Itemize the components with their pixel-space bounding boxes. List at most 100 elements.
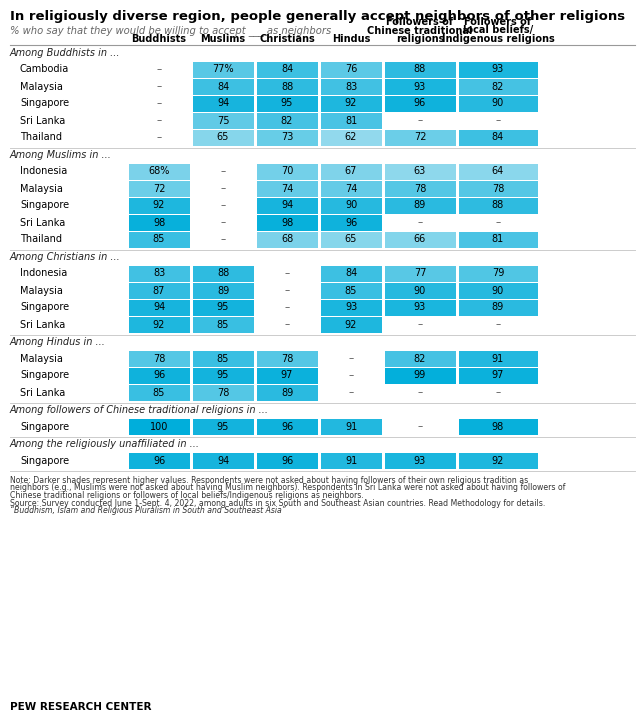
Text: neighbors (e.g., Muslims were not asked about having Muslim neighbors). Responde: neighbors (e.g., Muslims were not asked … — [10, 484, 565, 492]
Bar — [458, 129, 538, 146]
Text: Sri Lanka: Sri Lanka — [20, 116, 65, 126]
Text: –: – — [284, 320, 290, 329]
Text: 98: 98 — [492, 422, 504, 432]
Text: Singapore: Singapore — [20, 98, 69, 108]
Text: Cambodia: Cambodia — [20, 64, 69, 74]
Text: Source: Survey conducted June 1-Sept. 4, 2022, among adults in six South and Sou: Source: Survey conducted June 1-Sept. 4,… — [10, 498, 545, 508]
Bar — [257, 232, 317, 248]
Text: –: – — [156, 98, 162, 108]
Text: 74: 74 — [345, 183, 357, 193]
Text: 98: 98 — [153, 217, 165, 227]
Text: 75: 75 — [217, 116, 229, 126]
Text: –: – — [220, 217, 226, 227]
Text: –: – — [220, 183, 226, 193]
Text: 87: 87 — [153, 285, 165, 295]
Text: 92: 92 — [345, 320, 357, 329]
Bar — [257, 61, 317, 77]
Bar — [321, 300, 381, 316]
Text: –: – — [220, 167, 226, 176]
Text: –: – — [220, 201, 226, 211]
Bar — [458, 350, 538, 367]
Text: 85: 85 — [217, 354, 229, 363]
Bar — [129, 266, 189, 282]
Bar — [321, 61, 381, 77]
Bar — [458, 419, 538, 435]
Bar — [193, 367, 253, 383]
Bar — [321, 419, 381, 435]
Text: 91: 91 — [345, 422, 357, 432]
Bar — [385, 350, 456, 367]
Text: 89: 89 — [414, 201, 426, 211]
Bar — [321, 129, 381, 146]
Bar — [257, 385, 317, 401]
Bar — [385, 129, 456, 146]
Bar — [129, 385, 189, 401]
Text: –: – — [417, 422, 422, 432]
Text: 96: 96 — [153, 456, 165, 466]
Text: 92: 92 — [153, 201, 165, 211]
Text: 94: 94 — [281, 201, 293, 211]
Text: 96: 96 — [153, 370, 165, 380]
Text: 100: 100 — [150, 422, 168, 432]
Text: 95: 95 — [217, 303, 229, 313]
Bar — [321, 79, 381, 95]
Text: 90: 90 — [345, 201, 357, 211]
Text: 92: 92 — [153, 320, 165, 329]
Bar — [193, 61, 253, 77]
Text: 90: 90 — [414, 285, 426, 295]
Text: –: – — [156, 82, 162, 92]
Text: 83: 83 — [153, 269, 165, 279]
Bar — [458, 282, 538, 298]
Text: Chinese traditional religions or followers of local beliefs/Indigenous religions: Chinese traditional religions or followe… — [10, 491, 364, 500]
Text: 77: 77 — [413, 269, 426, 279]
Text: 72: 72 — [413, 133, 426, 142]
Text: 93: 93 — [414, 303, 426, 313]
Bar — [129, 282, 189, 298]
Bar — [193, 300, 253, 316]
Text: 96: 96 — [281, 456, 293, 466]
Text: –: – — [284, 269, 290, 279]
Text: 92: 92 — [345, 98, 357, 108]
Text: Among Buddhists in ...: Among Buddhists in ... — [10, 48, 120, 58]
Bar — [321, 453, 381, 469]
Bar — [193, 350, 253, 367]
Text: 85: 85 — [153, 388, 165, 398]
Text: 78: 78 — [153, 354, 165, 363]
Text: 88: 88 — [414, 64, 426, 74]
Text: 68%: 68% — [148, 167, 170, 176]
Text: 82: 82 — [281, 116, 293, 126]
Bar — [385, 198, 456, 214]
Bar — [321, 282, 381, 298]
Text: –: – — [495, 320, 500, 329]
Text: –: – — [348, 388, 354, 398]
Bar — [257, 214, 317, 230]
Bar — [193, 282, 253, 298]
Text: 91: 91 — [345, 456, 357, 466]
Text: 76: 76 — [345, 64, 357, 74]
Text: 81: 81 — [492, 235, 504, 245]
Text: 93: 93 — [414, 82, 426, 92]
Text: Sri Lanka: Sri Lanka — [20, 388, 65, 398]
Text: Malaysia: Malaysia — [20, 354, 63, 363]
Text: 77%: 77% — [212, 64, 234, 74]
Text: 95: 95 — [217, 370, 229, 380]
Text: “Buddhism, Islam and Religious Pluralism in South and Southeast Asia”: “Buddhism, Islam and Religious Pluralism… — [10, 506, 285, 515]
Text: Sri Lanka: Sri Lanka — [20, 217, 65, 227]
Bar — [193, 419, 253, 435]
Bar — [257, 367, 317, 383]
Bar — [458, 163, 538, 180]
Bar — [129, 232, 189, 248]
Text: 79: 79 — [492, 269, 504, 279]
Text: –: – — [417, 116, 422, 126]
Text: Singapore: Singapore — [20, 422, 69, 432]
Text: –: – — [284, 285, 290, 295]
Text: –: – — [156, 133, 162, 142]
Text: Singapore: Singapore — [20, 456, 69, 466]
Text: Chinese traditional: Chinese traditional — [367, 25, 473, 35]
Text: Indonesia: Indonesia — [20, 269, 67, 279]
Text: 78: 78 — [281, 354, 293, 363]
Text: 78: 78 — [414, 183, 426, 193]
Text: 96: 96 — [414, 98, 426, 108]
Text: 84: 84 — [492, 133, 504, 142]
Text: 88: 88 — [217, 269, 229, 279]
